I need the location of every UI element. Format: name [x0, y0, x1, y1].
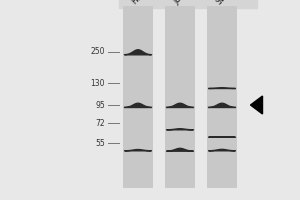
Polygon shape: [167, 103, 194, 108]
Text: 55: 55: [95, 138, 105, 148]
Text: 95: 95: [95, 100, 105, 110]
Polygon shape: [124, 50, 152, 55]
Bar: [123, 6, 153, 188]
Polygon shape: [208, 149, 236, 151]
Text: HepG2: HepG2: [130, 0, 155, 6]
Text: 72: 72: [95, 118, 105, 128]
Text: 250: 250: [91, 47, 105, 56]
Polygon shape: [208, 103, 236, 108]
Text: SW480: SW480: [214, 0, 239, 6]
Polygon shape: [167, 148, 194, 151]
Polygon shape: [167, 129, 194, 130]
Bar: [118, 0, 256, 8]
Polygon shape: [124, 150, 152, 151]
Text: 130: 130: [91, 78, 105, 88]
Polygon shape: [124, 103, 152, 108]
Bar: [207, 6, 237, 188]
Polygon shape: [250, 96, 262, 114]
Bar: [165, 6, 195, 188]
Text: Jurkat: Jurkat: [172, 0, 194, 6]
